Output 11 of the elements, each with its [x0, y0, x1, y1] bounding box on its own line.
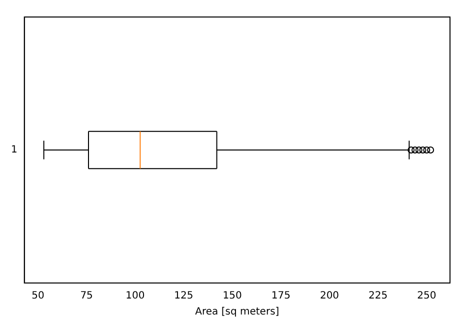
x-tick-label: 75 [80, 290, 93, 302]
x-tick-label: 50 [32, 290, 44, 302]
x-axis-title: Area [sq meters] [195, 306, 280, 318]
x-tick-label: 175 [271, 290, 290, 302]
x-tick-label: 225 [368, 290, 388, 302]
x-tick-label: 125 [174, 290, 194, 302]
x-tick-label: 150 [222, 290, 242, 302]
x-tick-label: 200 [320, 290, 340, 302]
x-tick-label: 250 [417, 290, 436, 302]
y-tick-label: 1 [10, 144, 18, 156]
x-tick-label: 100 [126, 290, 145, 302]
